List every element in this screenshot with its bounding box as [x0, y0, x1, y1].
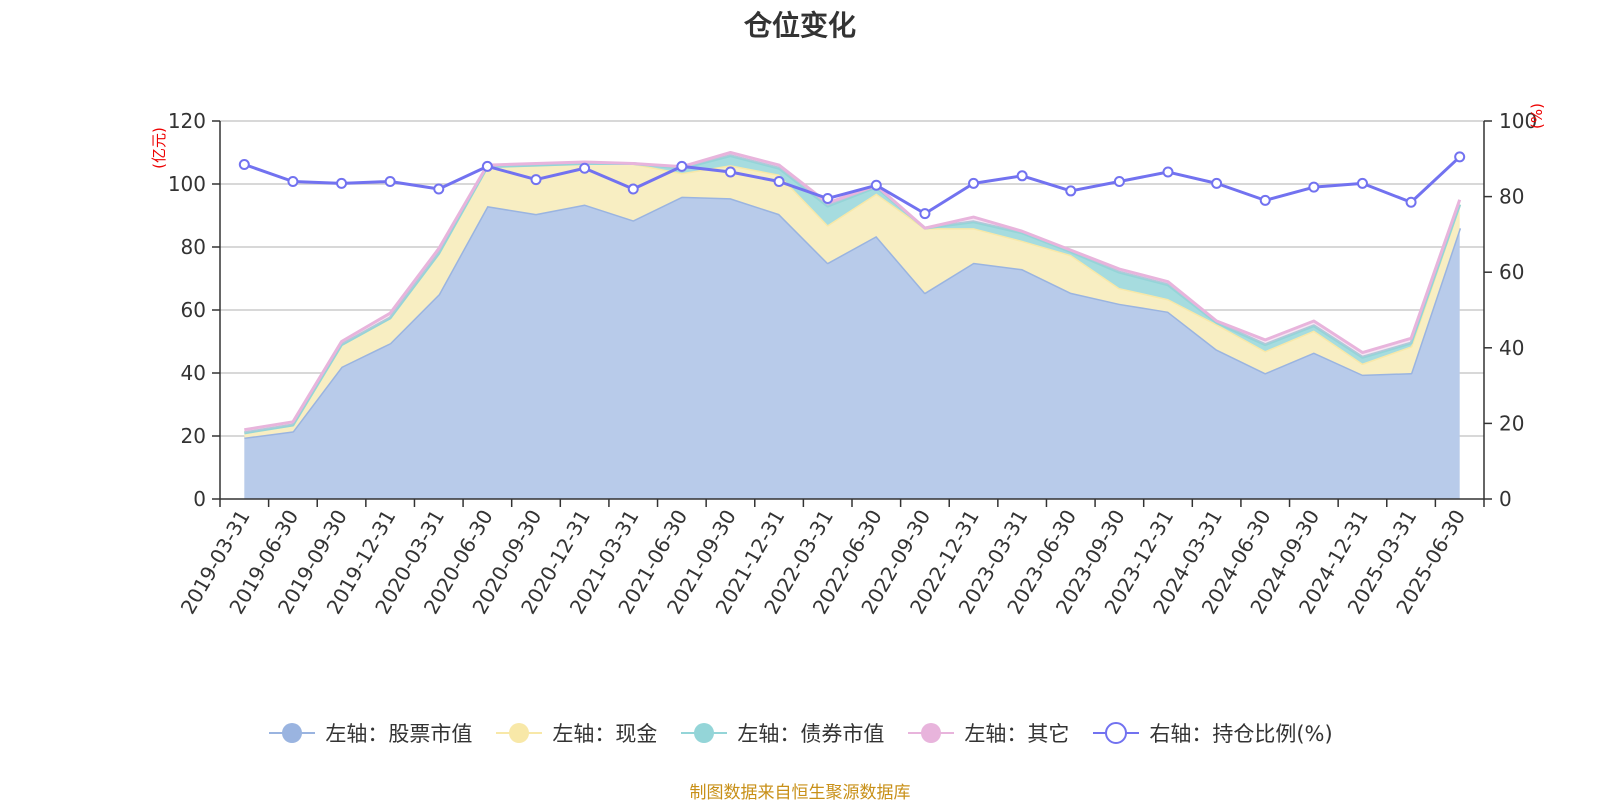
ratio-point[interactable] [1405, 196, 1417, 208]
ratio-point[interactable] [919, 208, 931, 220]
legend-swatch-icon [496, 723, 543, 743]
ratio-point[interactable] [1162, 166, 1174, 178]
ratio-point[interactable] [1065, 185, 1077, 197]
left-tick-label: 60 [181, 298, 206, 322]
ratio-point[interactable] [1454, 151, 1466, 163]
legend-label: 左轴：其它 [964, 722, 1070, 746]
ratio-point[interactable] [384, 175, 396, 187]
chart-title: 仓位变化 [743, 9, 856, 42]
right-tick-label: 20 [1499, 411, 1524, 435]
ratio-point[interactable] [433, 183, 445, 195]
ratio-point[interactable] [724, 166, 736, 178]
area-series-line-3 [244, 151, 1462, 432]
ratio-point[interactable] [336, 177, 348, 189]
chart-legend: 左轴：股票市值 左轴：现金 左轴：债券市值 左轴：其它 右轴：持仓比例(%) [0, 718, 1600, 748]
right-tick-label: 80 [1499, 185, 1524, 209]
right-tick-label: 40 [1499, 336, 1524, 360]
left-tick-label: 20 [181, 424, 206, 448]
ratio-point[interactable] [822, 192, 834, 204]
ratio-point[interactable] [1113, 175, 1125, 187]
legend-label: 左轴：现金 [552, 722, 658, 746]
ratio-point[interactable] [238, 158, 250, 170]
legend-swatch-icon [1093, 722, 1140, 744]
legend-swatch-icon [269, 723, 316, 743]
area-series-1 [244, 163, 1460, 438]
ratio-point[interactable] [968, 177, 980, 189]
left-tick-label: 120 [168, 109, 206, 133]
legend-label: 右轴：持仓比例(%) [1149, 722, 1333, 746]
left-tick-label: 80 [181, 235, 206, 259]
area-series-line-2 [244, 154, 1462, 435]
ratio-point[interactable] [1211, 177, 1223, 189]
legend-item[interactable]: 左轴：现金 [494, 718, 657, 748]
legend-label: 左轴：股票市值 [325, 722, 473, 746]
ratio-point[interactable] [579, 162, 591, 174]
left-tick-label: 40 [181, 361, 206, 385]
source-note: 制图数据来自恒生聚源数据库 [689, 783, 911, 803]
ratio-point[interactable] [627, 183, 639, 195]
ratio-line [243, 155, 1461, 216]
legend-item[interactable]: 左轴：其它 [906, 718, 1069, 748]
right-tick-label: 60 [1499, 260, 1524, 284]
ratio-point[interactable] [773, 175, 785, 187]
legend-label: 左轴：债券市值 [737, 722, 885, 746]
ratio-point[interactable] [1308, 181, 1320, 193]
legend-swatch-icon [908, 723, 955, 743]
right-axis-unit: (%) [1528, 103, 1546, 129]
legend-swatch-icon [681, 723, 728, 743]
area-series-0 [244, 196, 1460, 499]
left-axis-unit: (亿元) [150, 127, 168, 169]
legend-item[interactable]: 右轴：持仓比例(%) [1091, 718, 1333, 748]
left-tick-label: 100 [168, 172, 206, 196]
right-tick-label: 100 [1499, 109, 1537, 133]
ratio-point[interactable] [1259, 194, 1271, 206]
ratio-point[interactable] [870, 179, 882, 191]
ratio-point[interactable] [530, 174, 542, 186]
left-tick-label: 0 [193, 487, 206, 511]
ratio-point[interactable] [1356, 177, 1368, 189]
ratio-point[interactable] [1016, 170, 1028, 182]
ratio-point[interactable] [676, 160, 688, 172]
ratio-point[interactable] [481, 160, 493, 172]
legend-item[interactable]: 左轴：债券市值 [679, 718, 884, 748]
ratio-point[interactable] [287, 175, 299, 187]
right-tick-label: 0 [1499, 487, 1512, 511]
legend-item[interactable]: 左轴：股票市值 [267, 718, 472, 748]
